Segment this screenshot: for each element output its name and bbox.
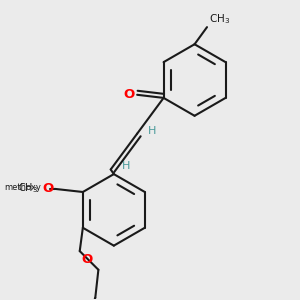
Text: O: O — [42, 182, 53, 195]
Text: H: H — [148, 126, 156, 136]
Text: H: H — [122, 161, 130, 171]
Text: methoxy: methoxy — [4, 183, 41, 192]
Text: O: O — [81, 253, 92, 266]
Text: CH$_3$: CH$_3$ — [208, 12, 230, 26]
Text: O: O — [123, 88, 135, 101]
Text: CH$_3$: CH$_3$ — [18, 182, 38, 196]
